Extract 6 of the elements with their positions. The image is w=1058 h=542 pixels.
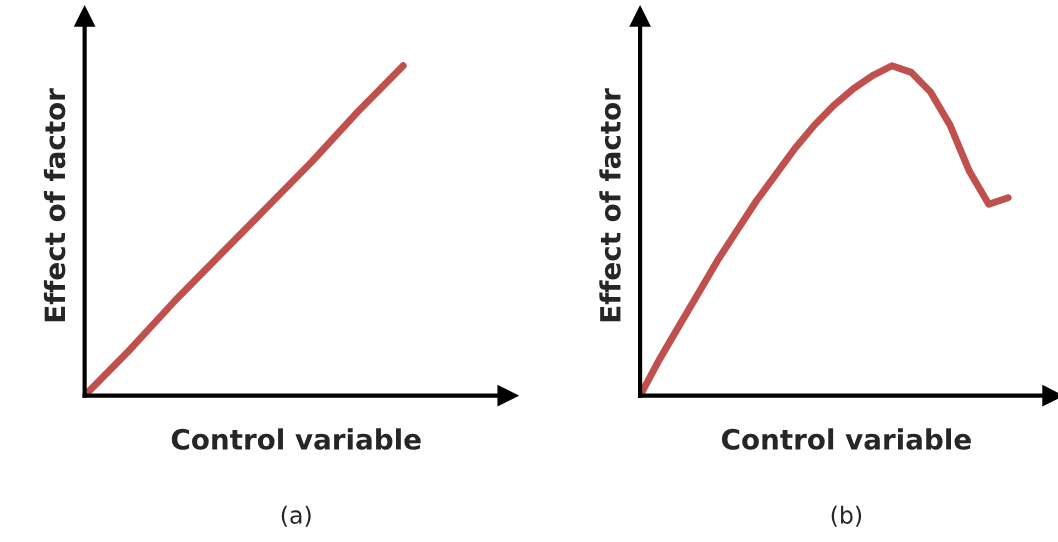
text: (b)	[831, 505, 862, 527]
y-axis-title: Effect of factor	[599, 88, 621, 322]
x-axis-title: Control variable	[171, 428, 421, 450]
y-axis-title: Effect of factor	[43, 88, 66, 322]
text: (a)	[281, 505, 311, 527]
x-axis-title: Control variable	[722, 428, 971, 450]
